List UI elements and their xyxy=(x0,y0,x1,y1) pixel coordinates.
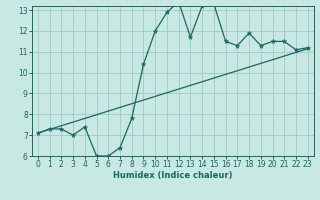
X-axis label: Humidex (Indice chaleur): Humidex (Indice chaleur) xyxy=(113,171,233,180)
